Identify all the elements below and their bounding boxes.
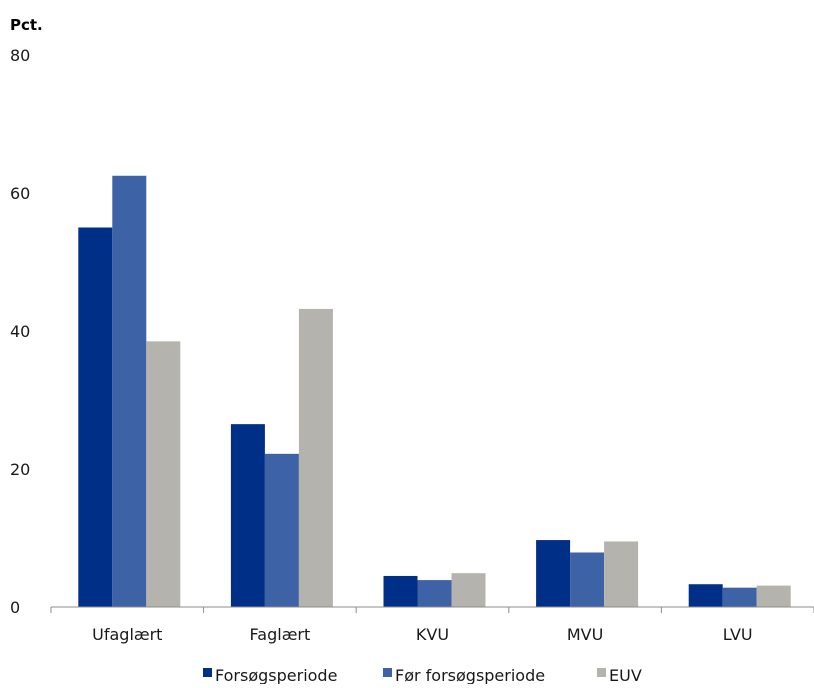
legend-label: EUV — [609, 666, 642, 684]
y-tick-label: 40 — [10, 322, 30, 341]
y-tick-label: 20 — [10, 460, 30, 479]
x-tick-label: KVU — [416, 625, 449, 644]
x-tick-label: MVU — [567, 625, 603, 644]
bar — [417, 580, 452, 607]
bar — [230, 424, 265, 607]
y-tick-label: 60 — [10, 184, 30, 203]
bar — [451, 573, 486, 607]
legend-label: Før forsøgsperiode — [395, 666, 545, 684]
x-tick-label: Faglært — [250, 625, 311, 644]
x-axis: Ufaglært Faglært KVU MVU LVU — [50, 606, 814, 644]
bar — [146, 341, 181, 607]
legend-swatch — [203, 668, 212, 677]
bar — [570, 552, 605, 607]
legend: Forsøgsperiode Før forsøgsperiode EUV — [203, 666, 642, 685]
bar — [536, 540, 571, 607]
bar — [604, 541, 639, 607]
y-unit-label: Pct. — [10, 16, 43, 34]
legend-swatch — [597, 668, 606, 677]
bar — [298, 308, 333, 607]
bar — [112, 175, 147, 607]
bar — [722, 587, 757, 607]
y-axis-ticks: 0 20 40 60 80 — [10, 46, 30, 617]
bar — [383, 575, 418, 607]
y-tick-label: 0 — [10, 598, 20, 617]
y-tick-label: 80 — [10, 46, 30, 65]
legend-label: Forsøgsperiode — [215, 666, 337, 684]
bars — [78, 175, 791, 607]
bar — [264, 453, 299, 607]
bar — [78, 227, 113, 607]
legend-swatch — [383, 668, 392, 677]
bar — [756, 585, 791, 607]
bar — [688, 584, 723, 607]
x-tick-label: Ufaglært — [92, 625, 162, 644]
x-tick-label: LVU — [723, 625, 753, 644]
